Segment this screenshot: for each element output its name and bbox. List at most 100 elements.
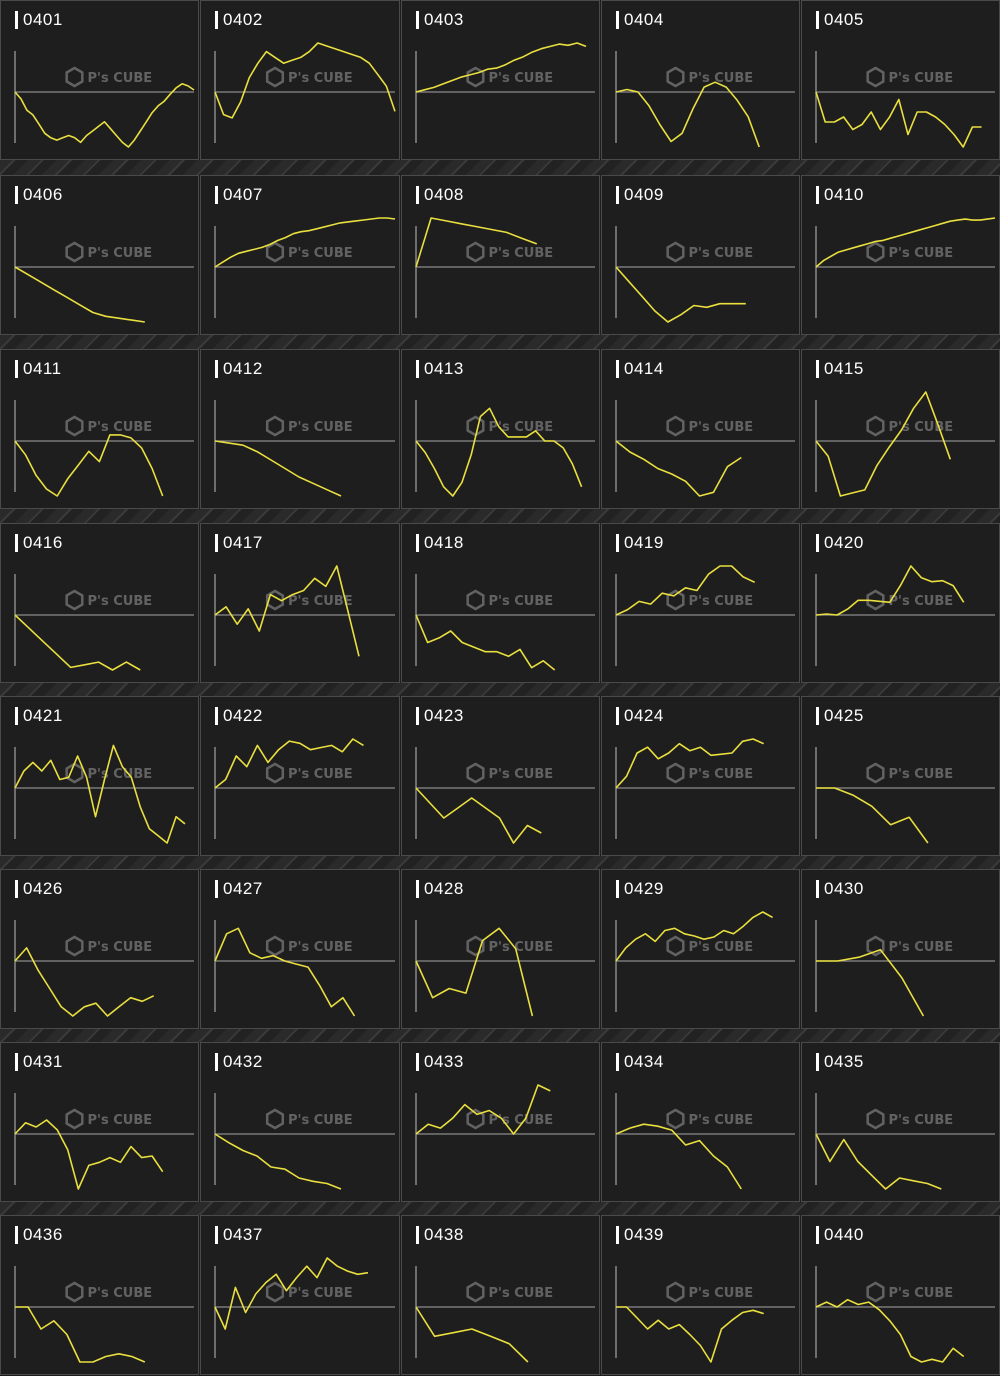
chart-label: 0419 (616, 534, 664, 552)
chart-panel: 0409 P's CUBE (601, 175, 800, 335)
cube-logo-icon (65, 1108, 84, 1130)
chart-panel: 0434 P's CUBE (601, 1042, 800, 1202)
series-line (14, 266, 145, 323)
watermark-logo: P's CUBE (65, 415, 153, 437)
watermark-text: P's CUBE (288, 940, 353, 955)
cube-logo-icon (866, 66, 885, 88)
cube-logo-icon (866, 1108, 885, 1130)
watermark-logo: P's CUBE (466, 66, 553, 88)
series-line (214, 1257, 369, 1330)
chart-label: 0433 (416, 1053, 464, 1071)
line-chart: P's CUBE (815, 565, 995, 666)
line-chart: P's CUBE (415, 574, 595, 671)
cube-logo-icon (666, 66, 685, 88)
chart-label: 0401 (15, 11, 63, 29)
watermark-text: P's CUBE (88, 71, 153, 86)
chart-label: 0418 (416, 534, 464, 552)
line-chart: P's CUBE (14, 226, 194, 323)
watermark-text: P's CUBE (288, 1113, 353, 1128)
chart-panel: 0432 P's CUBE (200, 1042, 400, 1202)
watermark-text: P's CUBE (288, 594, 353, 609)
series-line (14, 744, 186, 844)
chart-label: 0406 (15, 186, 63, 204)
chart-label: 0412 (215, 360, 263, 378)
watermark-text: P's CUBE (88, 594, 153, 609)
chart-label: 0407 (215, 186, 263, 204)
chart-label: 0422 (215, 707, 263, 725)
watermark-logo: P's CUBE (466, 762, 553, 784)
line-chart: P's CUBE (415, 42, 595, 143)
line-chart: P's CUBE (815, 1093, 995, 1190)
cube-logo-icon (466, 241, 485, 263)
series-line (214, 440, 342, 497)
watermark-text: P's CUBE (88, 420, 153, 435)
cube-logo-icon (265, 66, 285, 88)
watermark-logo: P's CUBE (666, 66, 753, 88)
watermark-text: P's CUBE (489, 246, 554, 261)
series-line (214, 217, 396, 268)
chart-panel: 0431 P's CUBE (0, 1042, 199, 1202)
cube-logo-icon (265, 762, 285, 784)
watermark-logo: P's CUBE (466, 1281, 553, 1303)
chart-panel: 0421 P's CUBE (0, 696, 199, 856)
line-chart: P's CUBE (214, 565, 395, 666)
watermark-logo: P's CUBE (666, 589, 753, 611)
series-line (615, 440, 742, 497)
line-chart: P's CUBE (14, 400, 194, 497)
chart-panel: 0429 P's CUBE (601, 869, 800, 1029)
watermark-logo: P's CUBE (65, 1281, 152, 1303)
series-line (415, 614, 556, 671)
cube-logo-icon (265, 589, 285, 611)
cube-logo-icon (265, 935, 285, 957)
watermark-logo: P's CUBE (265, 762, 353, 784)
chart-label: 0417 (215, 534, 263, 552)
cube-logo-icon (65, 415, 84, 437)
line-chart: P's CUBE (615, 738, 795, 839)
line-chart: P's CUBE (815, 51, 995, 148)
watermark-text: P's CUBE (889, 420, 954, 435)
watermark-text: P's CUBE (889, 940, 954, 955)
cube-logo-icon (466, 415, 485, 437)
divider-band (0, 509, 1000, 523)
cube-logo-icon (265, 1108, 285, 1130)
watermark-logo: P's CUBE (65, 589, 153, 611)
watermark-logo: P's CUBE (666, 1108, 753, 1130)
chart-panel: 0433 P's CUBE (401, 1042, 600, 1202)
watermark-text: P's CUBE (889, 1286, 954, 1301)
series-line (615, 565, 756, 616)
chart-panel: 0424 P's CUBE (601, 696, 800, 856)
cube-logo-icon (666, 935, 685, 957)
chart-panel: 0408 P's CUBE (401, 175, 600, 335)
chart-panel: 0418 P's CUBE (401, 523, 600, 683)
chart-panel: 0410 P's CUBE (801, 175, 1000, 335)
series-line (616, 1306, 764, 1363)
series-line (214, 42, 396, 119)
chart-label: 0410 (816, 186, 864, 204)
watermark-logo: P's CUBE (866, 762, 953, 784)
chart-panel: 0428 P's CUBE (401, 869, 600, 1029)
line-chart: P's CUBE (815, 391, 995, 497)
chart-label: 0404 (616, 11, 664, 29)
watermark-text: P's CUBE (889, 594, 954, 609)
line-chart: P's CUBE (214, 217, 396, 318)
series-line (415, 787, 542, 844)
watermark-text: P's CUBE (288, 420, 353, 435)
chart-panel: 0436 P's CUBE (0, 1215, 199, 1375)
watermark-text: P's CUBE (288, 767, 353, 782)
chart-label: 0425 (816, 707, 864, 725)
line-chart: P's CUBE (14, 744, 194, 844)
chart-panel: 0407 P's CUBE (200, 175, 400, 335)
line-chart: P's CUBE (415, 920, 595, 1017)
series-line (214, 927, 356, 1017)
series-line (415, 1306, 529, 1363)
chart-label: 0438 (416, 1226, 464, 1244)
chart-panel: 0411 P's CUBE (0, 349, 199, 509)
cube-logo-icon (466, 589, 485, 611)
watermark-logo: P's CUBE (265, 66, 353, 88)
series-line (415, 42, 587, 93)
cube-logo-icon (466, 66, 485, 88)
divider-band (0, 683, 1000, 696)
line-chart: P's CUBE (14, 920, 194, 1017)
chart-panel: 0430 P's CUBE (801, 869, 1000, 1029)
watermark-text: P's CUBE (689, 940, 754, 955)
